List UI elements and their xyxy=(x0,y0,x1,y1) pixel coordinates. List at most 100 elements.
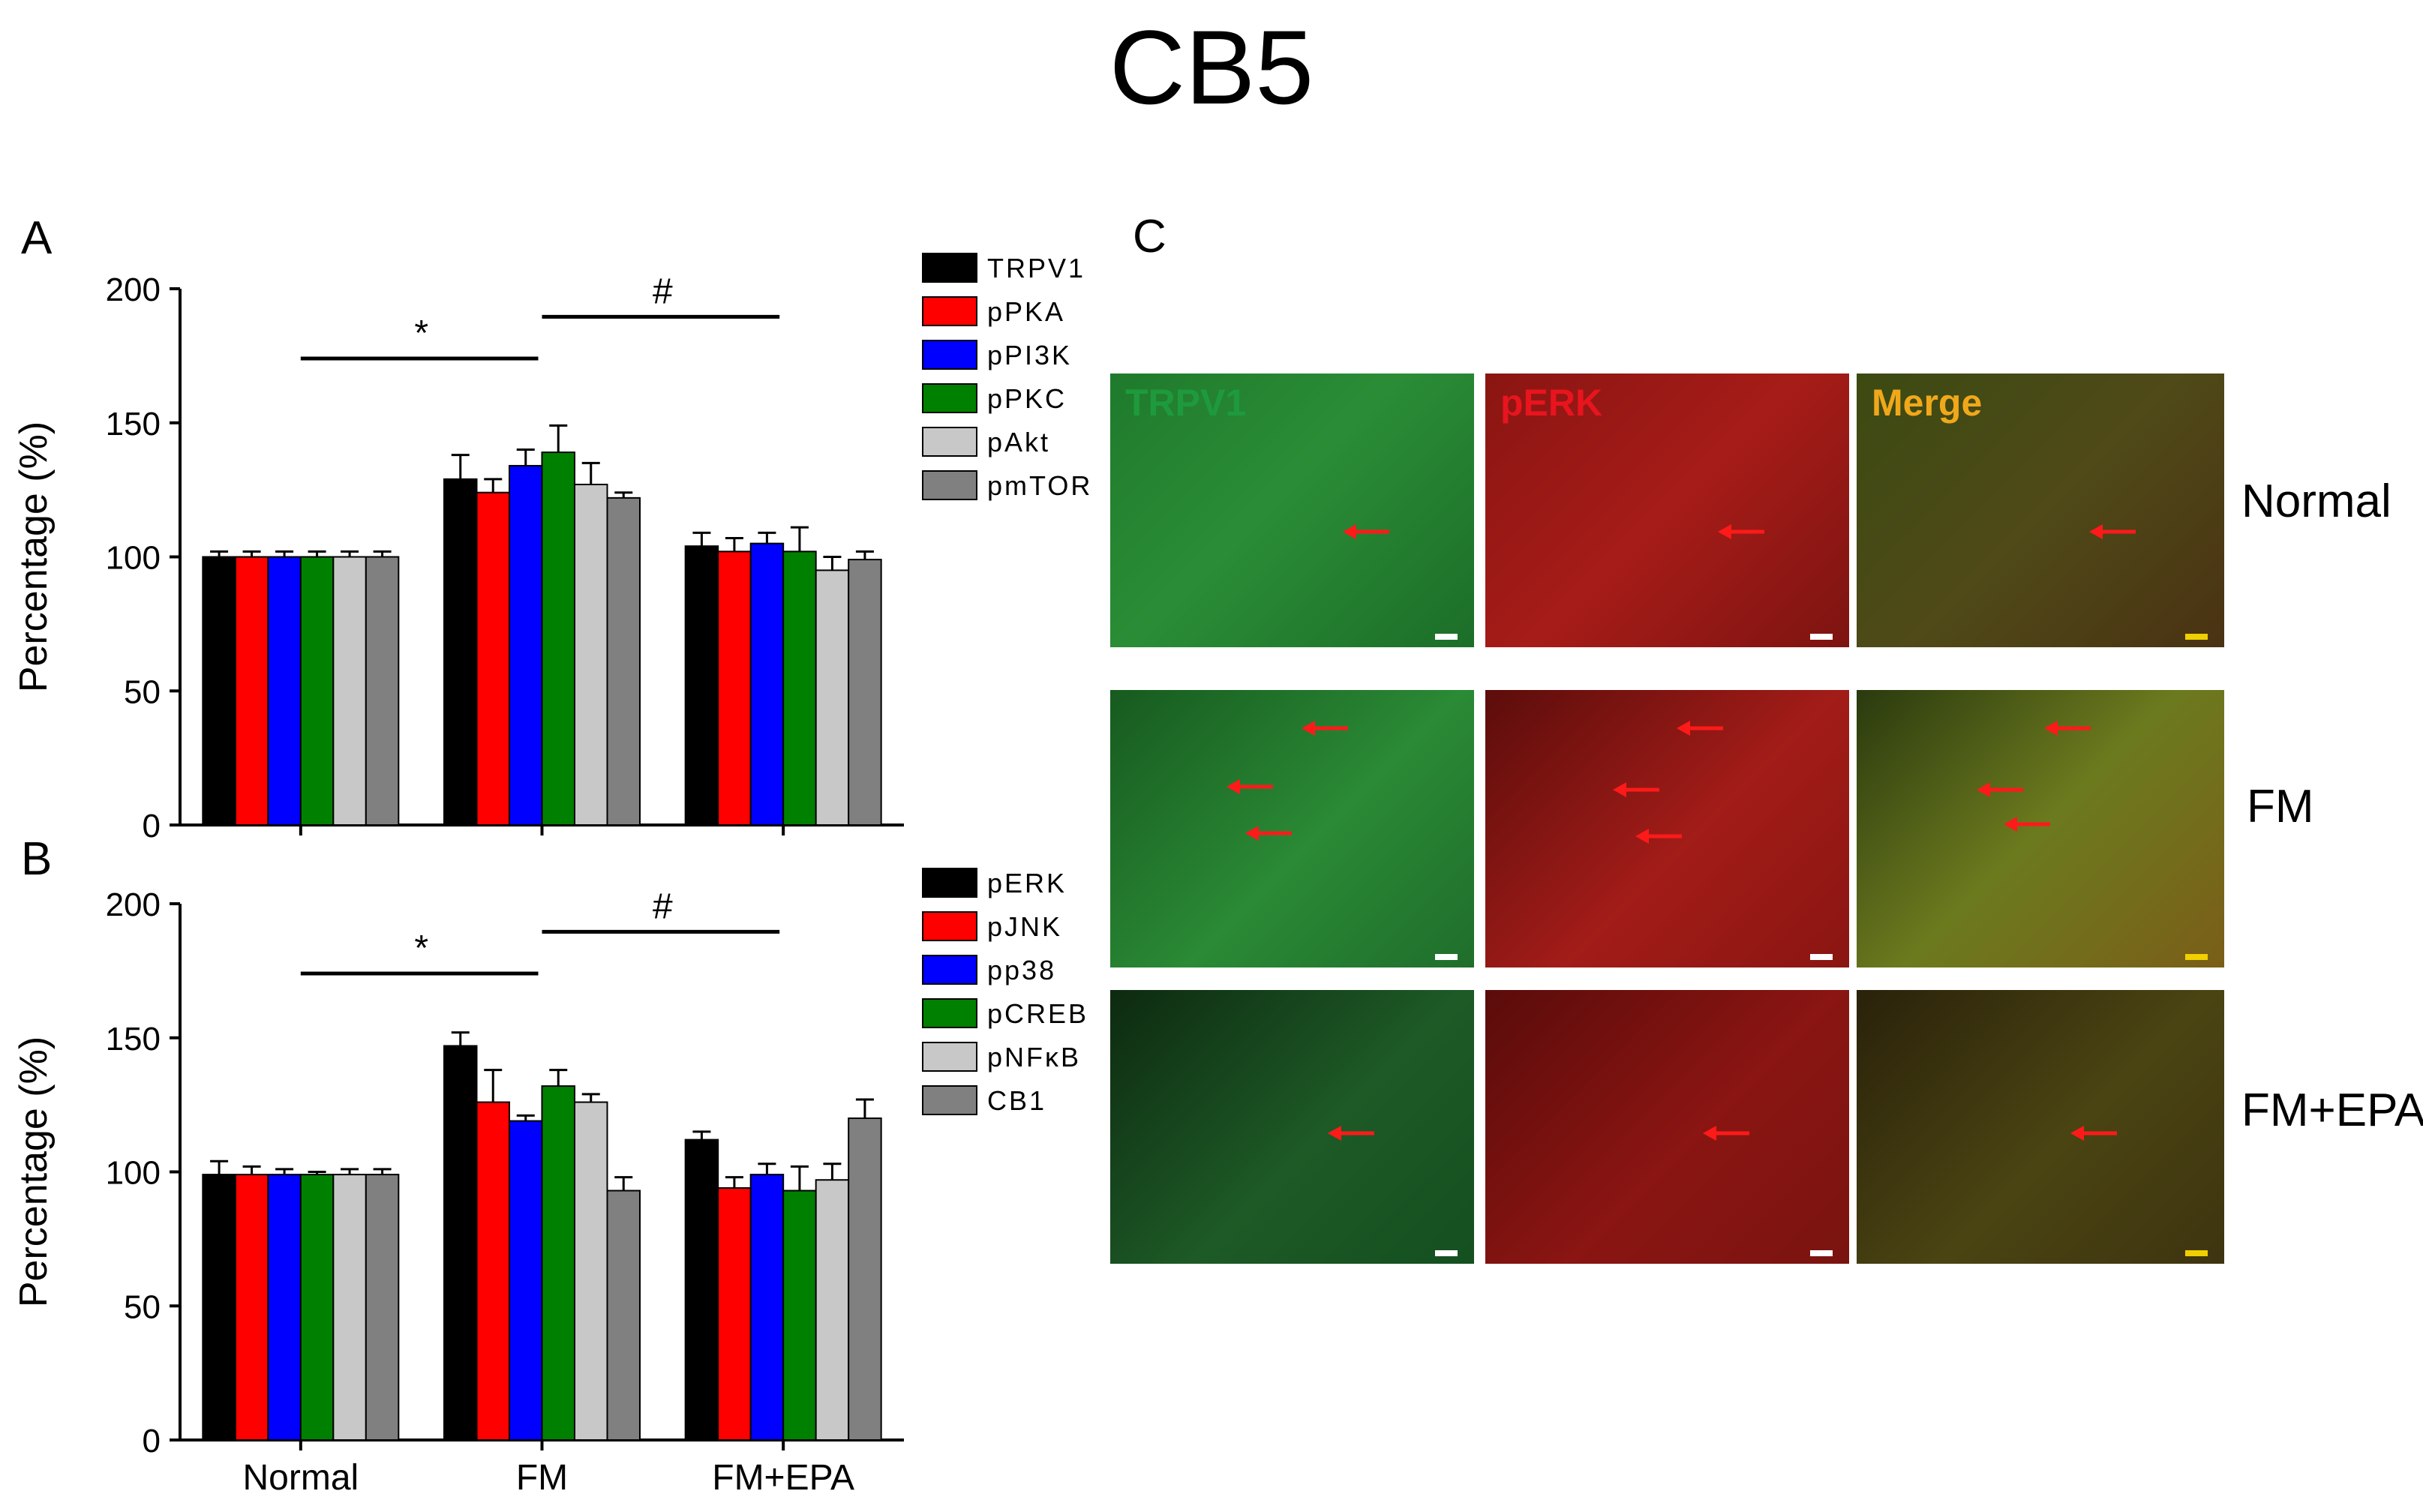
arrow-icon xyxy=(1245,825,1293,842)
scale-bar xyxy=(2185,1250,2208,1256)
x-tick-label: Normal xyxy=(242,1458,359,1498)
bar-ppkc xyxy=(782,550,817,826)
micrograph-merge-fm-epa xyxy=(1857,990,2224,1264)
bar-pcreb xyxy=(541,1085,575,1441)
legend-label: pPI3K xyxy=(987,340,1072,370)
channel-label: Merge xyxy=(1872,382,1983,424)
arrow-icon xyxy=(1343,524,1391,540)
bar-trpv1 xyxy=(202,556,236,826)
bar-pp38 xyxy=(509,1120,543,1441)
page-title: CB5 xyxy=(1109,8,1314,126)
legend: TRPV1 pPKA pPI3K pPKC pAkt pmTOR xyxy=(922,253,1092,501)
y-tick-label: 0 xyxy=(143,1423,161,1460)
bar-pp38 xyxy=(267,1174,302,1441)
bar-trpv1 xyxy=(684,545,719,826)
legend-label: TRPV1 xyxy=(987,253,1085,284)
legend-label: CB1 xyxy=(987,1085,1046,1116)
bar-pmtor xyxy=(365,556,400,826)
legend-swatch xyxy=(922,296,977,326)
bar-ppka xyxy=(234,556,269,826)
arrow-icon xyxy=(2089,524,2137,540)
significance-marker: * xyxy=(414,314,428,353)
arrow-icon xyxy=(1302,720,1350,736)
scale-bar xyxy=(1810,954,1833,960)
scale-bar xyxy=(1810,634,1833,640)
bar-pcreb xyxy=(782,1190,817,1441)
legend-swatch xyxy=(922,1085,977,1115)
channel-label: pERK xyxy=(1500,382,1603,424)
micrograph-trpv1-normal: TRPV1 xyxy=(1110,374,1474,647)
bar-cb1 xyxy=(848,1118,882,1441)
legend-swatch xyxy=(922,1042,977,1072)
micrograph-perk-fm-epa xyxy=(1485,990,1849,1264)
bar-pnfκb xyxy=(815,1179,850,1441)
y-tick-label: 150 xyxy=(106,406,161,442)
bar-chart-a: 0 50 100 150 200 Percentage (%) Normal FM FM+EPA… xyxy=(12,253,1092,848)
scale-bar xyxy=(1435,634,1458,640)
bar-ppkc xyxy=(299,556,335,826)
y-axis-label: Percentage (%) xyxy=(12,1036,56,1307)
y-tick-label: 100 xyxy=(106,1155,161,1192)
scale-bar xyxy=(2185,634,2208,640)
bar-pjnk xyxy=(234,1174,269,1441)
bar-pmtor xyxy=(848,559,882,826)
bar-perk xyxy=(443,1045,478,1442)
arrow-icon xyxy=(1677,720,1725,736)
arrow-icon xyxy=(2044,720,2092,736)
bar-cb1 xyxy=(365,1174,400,1441)
arrow-icon xyxy=(1977,782,2025,798)
bar-pnfκb xyxy=(574,1101,608,1441)
bar-pakt xyxy=(815,569,850,826)
row-label-normal: Normal xyxy=(2241,476,2391,527)
x-tick-label: FM xyxy=(516,1458,568,1498)
bar-pnfκb xyxy=(332,1174,367,1441)
y-axis-label: Percentage (%) xyxy=(12,422,56,692)
legend-label: pp38 xyxy=(987,955,1056,986)
arrow-icon xyxy=(1703,1125,1751,1142)
legend-swatch xyxy=(922,253,977,283)
legend-label: pJNK xyxy=(987,911,1062,942)
legend-swatch xyxy=(922,998,977,1028)
x-tick-label: FM+EPA xyxy=(712,843,854,848)
legend-label: pAkt xyxy=(987,427,1050,458)
micrograph-perk-fm xyxy=(1485,690,1849,968)
arrow-icon xyxy=(1328,1125,1376,1142)
micrograph-trpv1-fm-epa xyxy=(1110,990,1474,1264)
micrograph-merge-fm xyxy=(1857,690,2224,968)
micrograph-perk-normal: pERK xyxy=(1485,374,1849,647)
legend: pERK pJNK pp38 pCREB pNFκB CB1 xyxy=(922,868,1088,1116)
legend-label: pCREB xyxy=(987,998,1088,1029)
legend-swatch xyxy=(922,383,977,413)
bar-pjnk xyxy=(717,1186,752,1441)
y-tick-label: 100 xyxy=(106,540,161,577)
arrow-icon xyxy=(2004,816,2052,832)
micrograph-trpv1-fm xyxy=(1110,690,1474,968)
arrow-icon xyxy=(1613,782,1661,798)
channel-label: TRPV1 xyxy=(1125,382,1247,424)
legend-label: pmTOR xyxy=(987,470,1092,501)
arrow-icon xyxy=(1635,828,1683,844)
arrow-icon xyxy=(1718,524,1766,540)
scale-bar xyxy=(1435,954,1458,960)
legend-label: pPKA xyxy=(987,296,1065,327)
significance-marker: # xyxy=(653,272,673,311)
micrograph-merge-normal: Merge xyxy=(1857,374,2224,647)
bar-perk xyxy=(202,1174,236,1441)
scale-bar xyxy=(1810,1250,1833,1256)
bar-trpv1 xyxy=(443,478,478,826)
bar-pp38 xyxy=(749,1174,785,1441)
legend-label: pERK xyxy=(987,868,1067,898)
scale-bar xyxy=(1435,1250,1458,1256)
legend-label: pNFκB xyxy=(987,1042,1081,1072)
significance-marker: * xyxy=(414,928,428,968)
bar-ppkc xyxy=(541,452,575,826)
y-tick-label: 200 xyxy=(106,272,161,308)
bar-pakt xyxy=(574,483,608,826)
y-tick-label: 0 xyxy=(143,808,161,844)
bar-ppka xyxy=(476,491,510,826)
legend-swatch xyxy=(922,868,977,898)
row-label-fm-epa: FM+EPA xyxy=(2241,1084,2423,1136)
x-tick-label: FM+EPA xyxy=(712,1458,854,1498)
arrow-icon xyxy=(1227,778,1275,795)
bar-perk xyxy=(684,1138,719,1441)
